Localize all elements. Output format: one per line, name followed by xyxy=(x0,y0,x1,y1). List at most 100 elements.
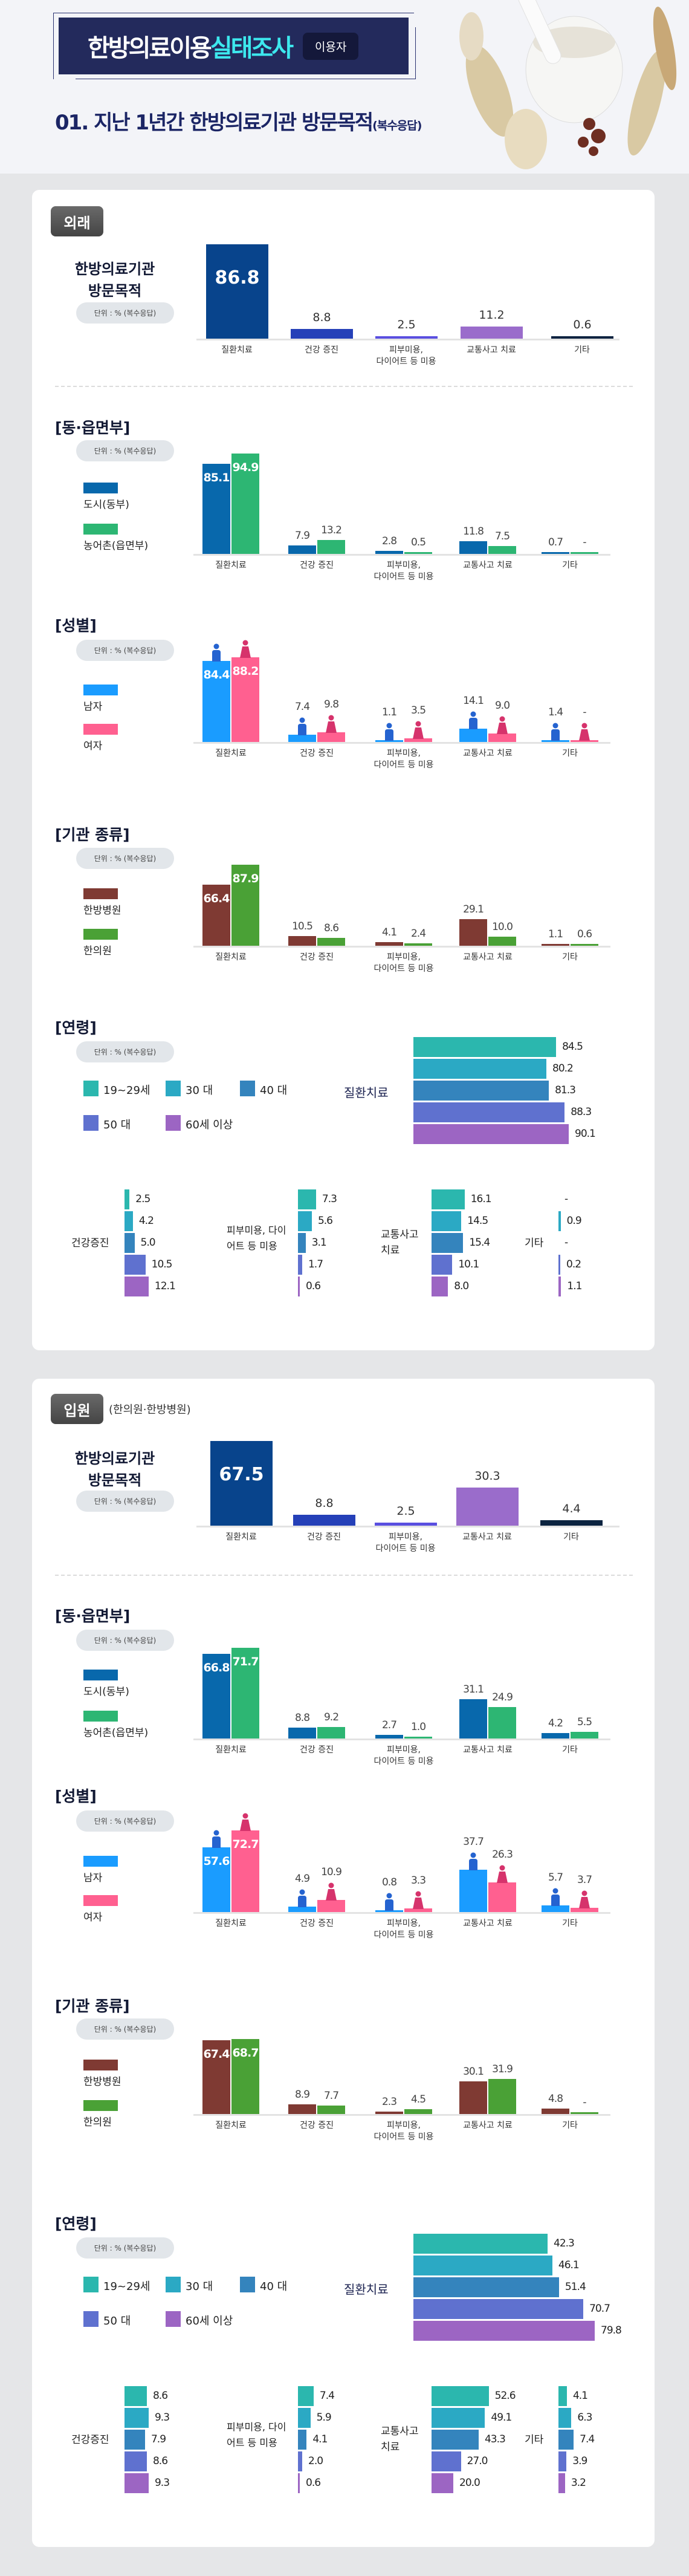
bar xyxy=(558,1255,560,1275)
data-label: 2.8 xyxy=(381,535,397,548)
legend-label: 한방병원 xyxy=(83,905,121,917)
data-label: 26.3 xyxy=(492,1849,513,1861)
female-person-icon xyxy=(497,1865,508,1884)
data-label: 3.7 xyxy=(577,1874,592,1887)
data-label: 16.1 xyxy=(470,1193,492,1205)
bar xyxy=(459,728,487,742)
bar xyxy=(413,2256,552,2275)
data-label: 20.0 xyxy=(459,2477,480,2489)
data-label: 4.8 xyxy=(548,2093,563,2106)
data-label: 46.1 xyxy=(558,2259,580,2271)
bar xyxy=(404,738,432,742)
data-label: 42.3 xyxy=(554,2237,575,2249)
chart-title: [성별] xyxy=(55,617,97,634)
data-label: 81.3 xyxy=(555,1084,576,1096)
data-label: 3.9 xyxy=(572,2455,587,2467)
data-label: 3.2 xyxy=(571,2477,586,2489)
unit-pill: 단위 : % (복수응답) xyxy=(76,1630,174,1651)
data-label: 43.3 xyxy=(484,2433,506,2445)
data-label: 8.6 xyxy=(152,2455,168,2467)
data-label: 72.7 xyxy=(232,1837,259,1851)
data-label: 1.1 xyxy=(548,928,563,940)
bar xyxy=(432,1255,453,1275)
page-title-text: 01. 지난 1년간 한방의료기관 방문목적 xyxy=(55,111,374,135)
data-label: 31.9 xyxy=(492,2063,513,2076)
legend-label: 50 대 xyxy=(103,2315,131,2327)
legend-label: 40 대 xyxy=(260,2280,288,2293)
data-label: 1.0 xyxy=(410,1721,426,1733)
banner-title-accent: 실태조사 xyxy=(210,34,294,62)
male-person-icon xyxy=(551,723,560,741)
data-label: 4.2 xyxy=(138,1215,154,1227)
bar xyxy=(375,1522,437,1526)
legend-label: 한의원 xyxy=(83,2116,112,2129)
bar xyxy=(125,1277,149,1296)
bar xyxy=(459,919,487,946)
bar xyxy=(298,1233,306,1253)
banner-frame xyxy=(53,13,414,79)
category-label: 피부미용, xyxy=(387,952,421,962)
data-label: 79.8 xyxy=(601,2324,622,2337)
category-label: 기타 xyxy=(562,1745,578,1755)
bar xyxy=(542,740,569,742)
category-label: 기타 xyxy=(574,345,590,355)
bar xyxy=(432,1233,464,1253)
category-label: 피부미용, xyxy=(387,1919,421,1928)
data-label: 71.7 xyxy=(232,1655,259,1669)
category-label: 다이어트 등 미용 xyxy=(374,2132,434,2142)
bar xyxy=(551,336,613,339)
chart-title: 방문목적 xyxy=(88,1472,142,1489)
bar xyxy=(291,329,353,339)
bar xyxy=(459,1869,487,1912)
data-label: 80.2 xyxy=(552,1062,574,1075)
data-label: 30.3 xyxy=(474,1469,500,1483)
data-label: 0.6 xyxy=(573,318,592,331)
bar xyxy=(125,1211,133,1231)
data-label: 7.4 xyxy=(319,2390,335,2402)
banner-title: 한방의료이용 xyxy=(88,34,212,62)
category-label: 교통사고 치료 xyxy=(463,2121,513,2130)
bar xyxy=(125,2386,147,2406)
bar xyxy=(317,2106,345,2114)
category-label: 건강 증진 xyxy=(300,1919,334,1928)
category-label: 피부미용, xyxy=(387,1745,421,1755)
data-label: 24.9 xyxy=(492,1691,513,1703)
data-label: 3.3 xyxy=(410,1874,426,1887)
bar xyxy=(298,1189,316,1209)
bar xyxy=(317,732,345,742)
data-label: 2.5 xyxy=(397,317,416,331)
bar xyxy=(288,1727,316,1738)
bar xyxy=(413,2299,584,2319)
bar xyxy=(456,1488,519,1526)
bar xyxy=(288,545,316,554)
group-label: 건강증진 xyxy=(71,2434,109,2446)
category-label: 교통사고 치료 xyxy=(463,749,513,758)
data-label: - xyxy=(564,1237,568,1249)
data-label: 5.9 xyxy=(316,2412,332,2424)
bar xyxy=(413,1102,565,1122)
group-label: 기타 xyxy=(525,2434,544,2446)
male-person-icon xyxy=(385,723,393,741)
data-label: 85.1 xyxy=(203,471,230,485)
bar xyxy=(125,1255,146,1275)
data-label: 2.5 xyxy=(396,1504,415,1518)
bar xyxy=(317,539,345,554)
data-label: 88.2 xyxy=(232,664,259,678)
legend-label: 여자 xyxy=(83,1911,103,1924)
legend-swatch xyxy=(240,2277,255,2292)
female-person-icon xyxy=(579,1890,590,1909)
data-label: - xyxy=(583,536,586,548)
banner-frame xyxy=(76,27,416,79)
bar xyxy=(375,1735,403,1738)
data-label: 4.4 xyxy=(562,1501,581,1515)
axis-line xyxy=(196,339,619,340)
bar xyxy=(542,1905,569,1912)
data-label: 10.5 xyxy=(151,1258,173,1270)
group-label: 피부미용, 다이어트 등 미용 xyxy=(227,2421,286,2448)
bar xyxy=(413,2321,595,2341)
axis-line xyxy=(193,742,610,744)
bar xyxy=(558,2430,574,2450)
male-person-icon xyxy=(385,1893,393,1911)
category-label: 질환치료 xyxy=(225,1532,257,1542)
data-label: 3.1 xyxy=(311,1237,327,1249)
